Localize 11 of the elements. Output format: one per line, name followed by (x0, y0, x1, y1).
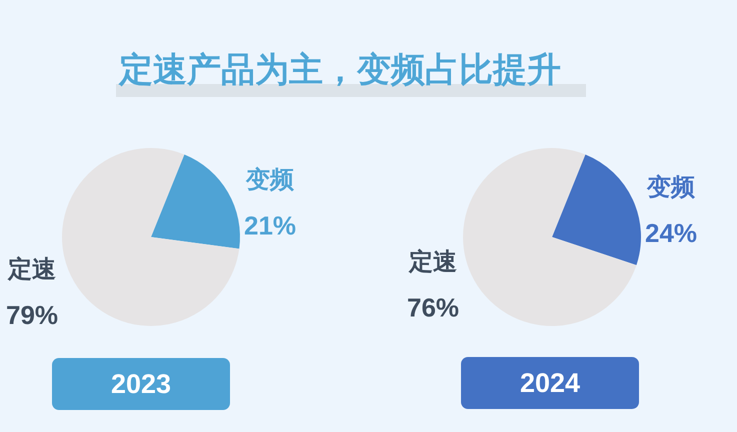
data-label: 76% (406, 292, 460, 323)
data-label: 79% (6, 300, 58, 330)
slice-label: 变频 (646, 172, 696, 201)
slice-label: 定速 (408, 248, 457, 276)
badge: 2023 (52, 358, 230, 410)
slice-label: 变频 (245, 165, 295, 194)
badge: 2024 (461, 357, 639, 409)
chart-title: 定速产品为主，变频占比提升 (119, 50, 561, 90)
data-label: 21% (244, 210, 296, 240)
data-label: 24% (644, 218, 698, 248)
slice-label: 定速 (7, 255, 56, 284)
